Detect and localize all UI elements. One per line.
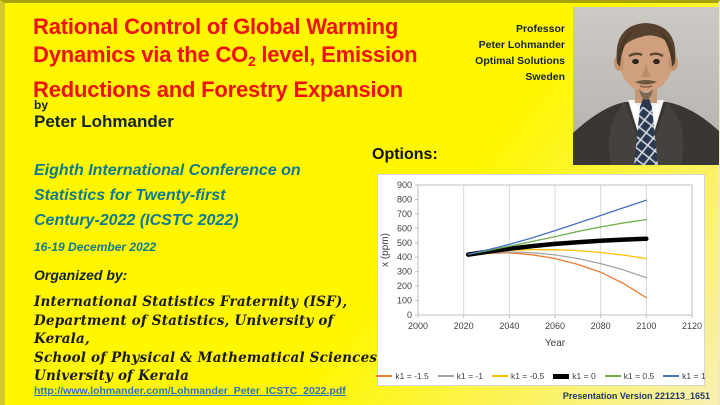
legend-swatch xyxy=(663,375,680,377)
affiliation-country: Sweden xyxy=(525,71,565,83)
conference-line-3: Century-2022 (ICSTC 2022) xyxy=(34,212,239,229)
series-line-k1=-1.5 xyxy=(467,252,647,299)
x-tick-label: 2120 xyxy=(682,321,702,331)
chart-legend: k1 = -1.5 k1 = -1 k1 = -0.5 k1 = 0 k1 = 0.5 k… xyxy=(376,371,706,381)
organized-by-heading: Organized by: xyxy=(34,267,128,283)
organizer-line-2: Department of Statistics, University of … xyxy=(34,312,334,348)
portrait-photo xyxy=(573,7,719,165)
x-tick-label: 2020 xyxy=(454,321,474,331)
y-tick-label: 300 xyxy=(397,267,412,277)
series-line-k1=-1 xyxy=(467,251,647,279)
conference-line-2: Statistics for Twenty-first xyxy=(34,187,226,204)
legend-item: k1 = 1 xyxy=(663,371,706,381)
x-tick-label: 2040 xyxy=(499,321,519,331)
organizer-line-3: School of Physical & Mathematical Scienc… xyxy=(34,349,383,366)
legend-label: k1 = 1 xyxy=(682,371,706,381)
x-tick-label: 2060 xyxy=(545,321,565,331)
byline-author: Peter Lohmander xyxy=(34,112,174,131)
affiliation-company: Optimal Solutions xyxy=(475,55,565,67)
conference-dates: 16-19 December 2022 xyxy=(34,240,157,254)
y-tick-label: 0 xyxy=(407,310,412,320)
legend-label: k1 = -1.5 xyxy=(395,371,429,381)
y-tick-label: 200 xyxy=(397,281,412,291)
y-tick-label: 700 xyxy=(397,209,412,219)
series-line-k1=0.5 xyxy=(467,218,647,255)
title-line-2: Dynamics via the CO2 level, Emission xyxy=(33,42,418,69)
x-tick-label: 2080 xyxy=(591,321,611,331)
organizers-list: International Statistics Fraternity (ISF… xyxy=(34,293,384,386)
x-tick-label: 2100 xyxy=(636,321,656,331)
legend-swatch xyxy=(376,375,393,377)
slide-title: Rational Control of Global Warming Dynam… xyxy=(33,13,493,104)
legend-item: k1 = -1 xyxy=(437,371,483,381)
byline: by Peter Lohmander xyxy=(34,99,174,132)
legend-label: k1 = -0.5 xyxy=(510,371,545,381)
chart-plot-area: 2000 2020 2040 2060 2080 2100 2120 0 100 200 300 40… xyxy=(380,180,702,349)
y-tick-label: 500 xyxy=(397,238,412,248)
legend-label: k1 = 0.5 xyxy=(623,371,655,381)
title-line-3: Reductions and Forestry Expansion xyxy=(33,77,403,102)
x-tick-label: 2000 xyxy=(408,321,428,331)
pdf-hyperlink[interactable]: http://www.lohmander.com/Lohmander_Peter… xyxy=(34,385,346,397)
legend-item: k1 = -0.5 xyxy=(491,371,545,381)
options-label: Options: xyxy=(372,146,438,163)
conference-block: Eighth International Conference on Stati… xyxy=(34,158,374,233)
legend-swatch xyxy=(437,375,454,377)
title-line-1: Rational Control of Global Warming xyxy=(33,14,399,39)
affiliation-block: Professor Peter Lohmander Optimal Soluti… xyxy=(425,21,565,85)
version-label: Presentation Version 221213_1651 xyxy=(562,391,710,401)
affiliation-name: Peter Lohmander xyxy=(478,39,565,51)
series-line-k1=1 xyxy=(467,199,647,255)
y-tick-label: 400 xyxy=(397,252,412,262)
legend-item: k1 = -1.5 xyxy=(376,371,429,381)
legend-label: k1 = 0 xyxy=(572,371,596,381)
y-tick-label: 800 xyxy=(397,194,412,204)
organizer-line-1: International Statistics Fraternity (ISF… xyxy=(34,294,348,310)
organizer-line-4: University of Kerala xyxy=(34,368,190,384)
byline-by: by xyxy=(34,98,49,112)
legend-swatch xyxy=(553,373,570,379)
legend-label: k1 = -1 xyxy=(456,371,483,381)
y-axis-title: x (ppm) xyxy=(380,233,391,267)
y-tick-label: 900 xyxy=(397,180,412,190)
co2-subscript: 2 xyxy=(248,54,256,69)
series-line-k1=0 xyxy=(465,236,649,257)
legend-swatch xyxy=(491,375,508,377)
x-axis-title: Year xyxy=(545,338,566,349)
y-tick-label: 600 xyxy=(397,223,412,233)
legend-item: k1 = 0 xyxy=(553,371,596,381)
legend-swatch xyxy=(604,375,621,377)
options-chart: 2000 2020 2040 2060 2080 2100 2120 0 100 200 300 40… xyxy=(376,174,706,386)
legend-item: k1 = 0.5 xyxy=(604,371,655,381)
y-tick-label: 100 xyxy=(397,296,412,306)
affiliation-title: Professor xyxy=(515,23,565,35)
conference-line-1: Eighth International Conference on xyxy=(34,162,301,179)
